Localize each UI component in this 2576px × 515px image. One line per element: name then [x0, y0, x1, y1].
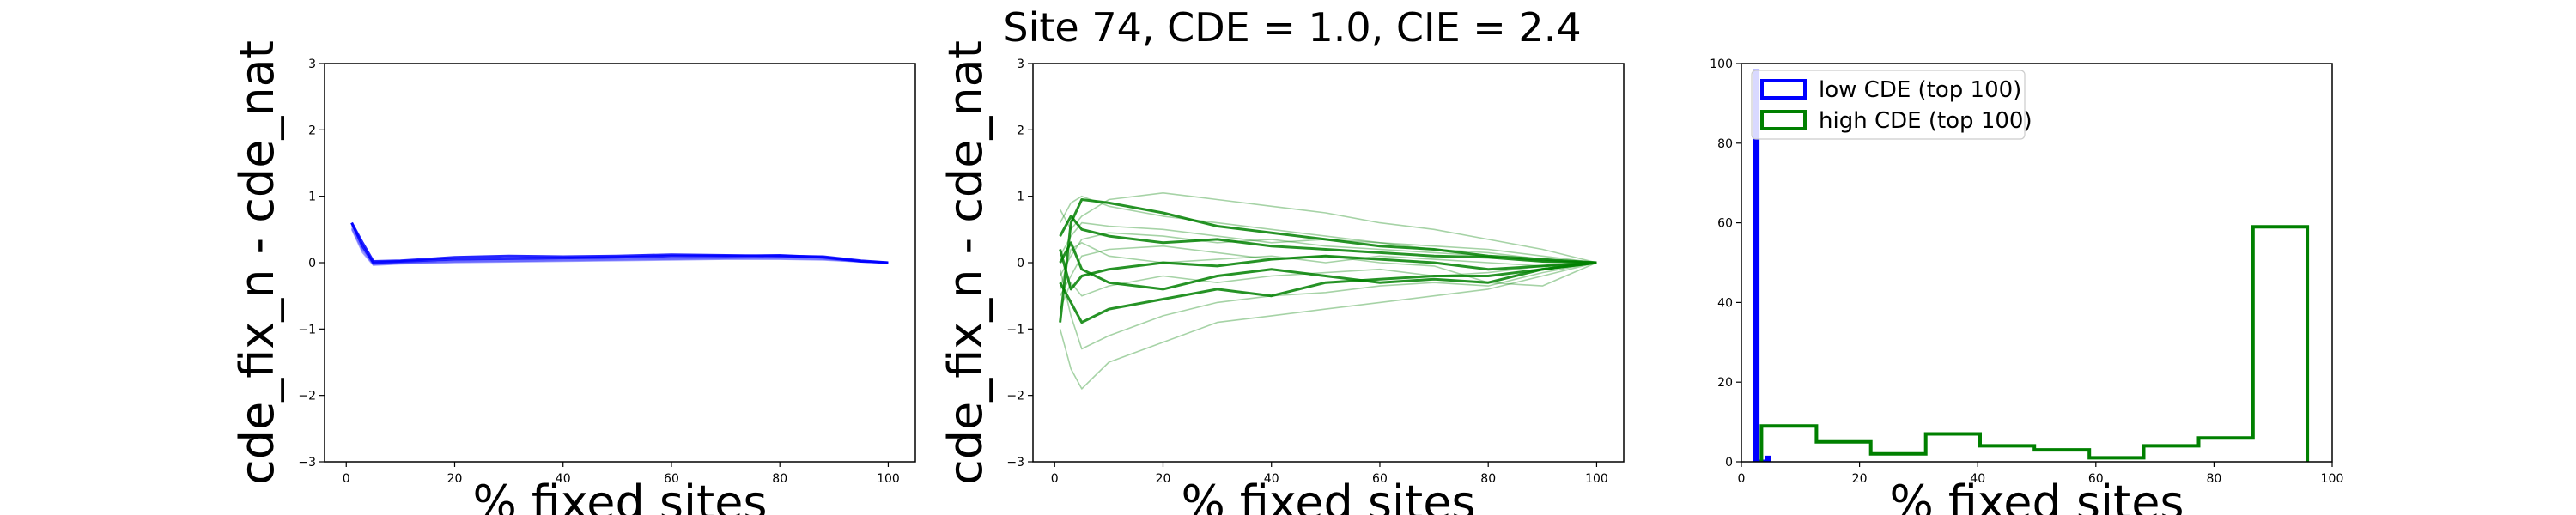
y-axis-label: cde_fix_n - cde_nat: [230, 40, 284, 485]
axes-frame: [1741, 63, 2333, 463]
x-tick-label: 20: [447, 472, 463, 486]
series-line-13: [1059, 232, 1597, 276]
x-tick-label: 60: [664, 472, 679, 486]
legend-swatch-0: [1760, 79, 1807, 100]
x-tick-label: 80: [1480, 472, 1496, 486]
x-axis-label: % fixed sites: [1889, 476, 2184, 515]
y-tick-label: 80: [1717, 137, 1733, 151]
x-tick-label: 0: [1738, 472, 1746, 486]
series-line-11: [1059, 192, 1597, 264]
legend-box: [1751, 70, 2026, 140]
series-line-8: [1059, 245, 1597, 297]
y-tick-label: 2: [1017, 124, 1024, 137]
y-tick-label: 0: [308, 257, 316, 270]
y-tick-label: 60: [1717, 217, 1733, 231]
data-layer: [1059, 192, 1597, 390]
y-tick-label: 1: [308, 191, 316, 204]
x-tick-label: 80: [2206, 472, 2221, 486]
panel-middle-plot: 0 20 40 60 80 100 −3 −2 −1 0 1 2 3 % fixed sites cde_f…: [939, 40, 1625, 515]
y-tick-label: 0: [1017, 257, 1024, 270]
x-axis-label: % fixed sites: [1181, 476, 1475, 515]
series-line-12: [1059, 241, 1597, 291]
y-tick-label: 0: [1725, 456, 1733, 470]
series-line-1: [1059, 242, 1597, 290]
x-tick-label: 40: [556, 472, 571, 486]
x-tick-label: 100: [877, 472, 900, 486]
x-tick-label: 80: [772, 472, 787, 486]
x-tick-label: 20: [1852, 472, 1868, 486]
x-tick-label: 20: [1156, 472, 1171, 486]
series-line-9: [1059, 249, 1597, 291]
series-line-5: [1059, 221, 1597, 264]
x-tick-label: 40: [1264, 472, 1279, 486]
x-tick-label: 0: [343, 472, 350, 486]
series-line-3: [1059, 215, 1597, 264]
series-line-4: [350, 223, 889, 264]
y-tick-label: −2: [298, 390, 316, 403]
y-axis-label: cde_fix_n - cde_nat: [939, 40, 993, 485]
y-tick-label: −3: [1006, 456, 1024, 470]
y-tick-label: −1: [1006, 323, 1024, 336]
series-line-3: [350, 221, 889, 264]
series-line-10: [1059, 262, 1597, 390]
histogram-step-1: [1759, 225, 2310, 462]
legend-label-0: low CDE (top 100): [1819, 77, 2021, 103]
y-tick-label: 3: [308, 58, 316, 71]
figure-title: Site 74, CDE = 1.0, CIE = 2.4: [1003, 4, 1581, 51]
y-tick-label: 40: [1717, 296, 1733, 310]
data-layer: [350, 221, 889, 266]
series-line-7: [1059, 195, 1597, 264]
series-line-4: [1059, 262, 1597, 310]
x-tick-label: 60: [1372, 472, 1388, 486]
series-line-2: [350, 228, 889, 266]
x-tick-label: 60: [2088, 472, 2104, 486]
y-tick-label: 2: [308, 124, 316, 137]
y-tick-label: −2: [1006, 390, 1024, 403]
series-line-1: [350, 226, 889, 265]
x-axis-label: % fixed sites: [472, 476, 767, 515]
series-line-5: [350, 227, 889, 266]
legend: low CDE (top 100) high CDE (top 100): [1751, 70, 2032, 140]
y-tick-label: 20: [1717, 376, 1733, 390]
x-tick-label: 100: [1585, 472, 1608, 486]
series-line-6: [1059, 261, 1597, 324]
x-tick-label: 40: [1970, 472, 1985, 486]
panel-left-plot: 0 20 40 60 80 100 −3 −2 −1 0 1 2 3 % fixed sites cde_f…: [230, 40, 916, 515]
x-tick-label: 100: [2321, 472, 2344, 486]
y-tick-label: 100: [1710, 58, 1733, 71]
panel-right-histogram: 0 20 40 60 80 100 0 20 40 60 80 100 % fixed sites low…: [1710, 58, 2343, 515]
y-tick-label: 1: [1017, 191, 1024, 204]
legend-swatch-1: [1760, 110, 1807, 130]
y-tick-label: −1: [298, 323, 316, 336]
x-tick-label: 0: [1051, 472, 1059, 486]
y-tick-label: 3: [1017, 58, 1024, 71]
legend-label-1: high CDE (top 100): [1819, 108, 2032, 134]
y-tick-label: −3: [298, 456, 316, 470]
